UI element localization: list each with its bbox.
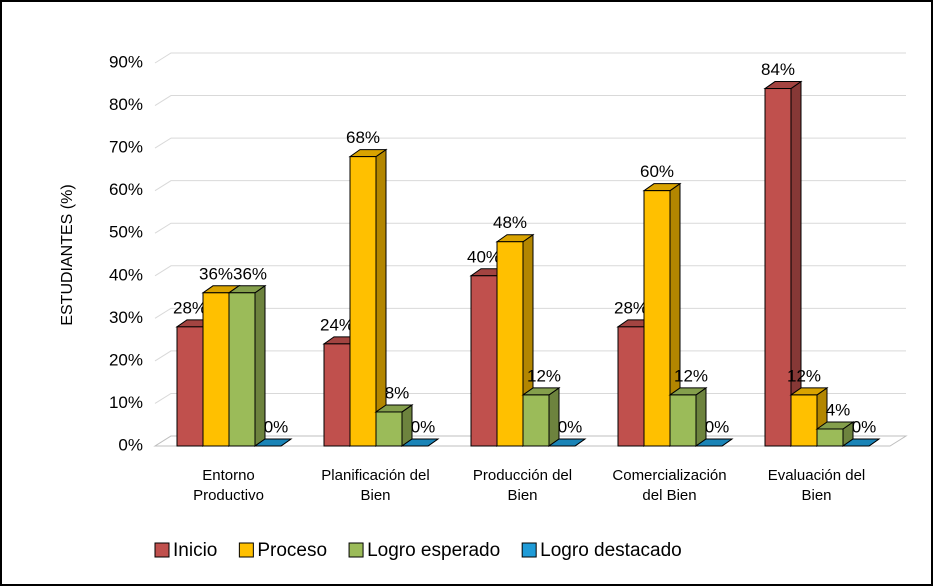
data-label: 36% [233, 264, 267, 283]
bar [816, 428, 844, 447]
y-tick-label: 90% [109, 52, 143, 71]
data-label: 8% [385, 383, 410, 402]
data-label: 4% [826, 400, 851, 419]
y-axis-label: ESTUDIANTES (%) [59, 184, 76, 325]
x-tick-line: Productivo [193, 487, 264, 504]
bar-top [547, 438, 587, 447]
y-tick-label: 20% [109, 350, 143, 369]
y-tick-label: 10% [109, 393, 143, 412]
legend-swatch [521, 542, 537, 558]
data-label: 28% [614, 298, 648, 317]
bar-top [694, 438, 734, 447]
y-tick-label: 80% [109, 95, 143, 114]
legend-label: Inicio [173, 540, 217, 561]
x-tick-label: Entorno Productivo [193, 467, 264, 504]
data-label: 0% [558, 417, 583, 436]
x-tick-line: Bien [507, 487, 537, 504]
x-tick-line: Evaluación del [768, 467, 866, 484]
bar [790, 394, 818, 447]
data-label: 12% [674, 366, 708, 385]
x-tick-label: Planificación del Bien [321, 467, 429, 504]
bar-top [253, 438, 293, 447]
data-label: 0% [852, 417, 877, 436]
bar [496, 241, 524, 447]
bar [323, 343, 351, 447]
x-tick-line: Comercialización [612, 467, 726, 484]
data-label: 0% [705, 417, 730, 436]
y-tick-label: 40% [109, 265, 143, 284]
x-tick-label: Evaluación del Bien [768, 467, 866, 504]
y-tick-label: 60% [109, 180, 143, 199]
x-tick-line: del Bien [642, 487, 696, 504]
bar [522, 394, 550, 447]
legend-label: Proceso [257, 540, 327, 561]
bar [669, 394, 697, 447]
bar-top [841, 438, 881, 447]
data-label: 0% [411, 417, 436, 436]
data-label: 12% [527, 366, 561, 385]
data-label: 84% [761, 60, 795, 79]
data-label: 60% [640, 162, 674, 181]
y-tick-label: 30% [109, 308, 143, 327]
x-tick-label: Producción del Bien [473, 467, 572, 504]
legend-swatch [348, 542, 364, 558]
bar [764, 88, 792, 447]
grid-line [154, 180, 906, 192]
y-tick-label: 50% [109, 223, 143, 242]
data-label: 40% [467, 247, 501, 266]
grid-line [154, 137, 906, 149]
bar [617, 326, 645, 447]
x-tick-label: Comercialización del Bien [612, 467, 726, 504]
data-label: 28% [173, 298, 207, 317]
legend-label: Logro esperado [367, 540, 500, 561]
bar [176, 326, 204, 447]
data-label: 48% [493, 213, 527, 232]
y-tick-label: 70% [109, 138, 143, 157]
x-tick-line: Planificación del [321, 467, 429, 484]
data-label: 24% [320, 315, 354, 334]
legend-swatch [154, 542, 170, 558]
bar-top [400, 438, 440, 447]
legend-label: Logro destacado [540, 540, 682, 561]
bar [470, 275, 498, 447]
grid-line [154, 95, 906, 106]
bar [375, 411, 403, 447]
y-tick-label: 0% [118, 435, 143, 454]
bar [228, 292, 256, 447]
data-label: 36% [199, 264, 233, 283]
x-tick-line: Producción del [473, 467, 572, 484]
grid-line [154, 52, 906, 64]
data-label: 0% [264, 417, 289, 436]
x-tick-line: Bien [801, 487, 831, 504]
bar [349, 156, 377, 447]
x-tick-line: Entorno [202, 467, 255, 484]
legend-swatch [238, 542, 254, 558]
x-tick-line: Bien [360, 487, 390, 504]
bar [202, 292, 230, 447]
data-label: 68% [346, 128, 380, 147]
data-label: 12% [787, 366, 821, 385]
bar [643, 190, 671, 447]
